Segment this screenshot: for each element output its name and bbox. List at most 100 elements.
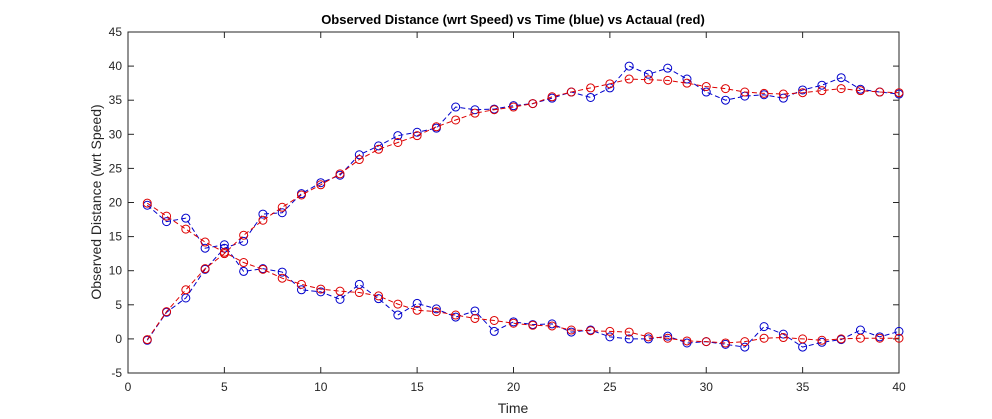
data-point [509, 318, 518, 328]
data-point [354, 288, 364, 298]
data-point [239, 236, 249, 246]
data-point [547, 321, 557, 331]
data-point [451, 115, 461, 125]
data-point [663, 75, 673, 85]
data-point [682, 74, 692, 84]
data-point [142, 198, 152, 208]
data-point [393, 299, 403, 309]
data-point [817, 86, 827, 96]
data-point [894, 326, 904, 336]
data-point [721, 84, 731, 94]
x-tick-label: 0 [125, 380, 132, 394]
data-point [354, 150, 364, 160]
data-point [162, 217, 172, 227]
data-point [605, 332, 615, 342]
data-point [624, 327, 634, 337]
data-point [566, 325, 576, 335]
data-point [335, 169, 345, 179]
data-point [181, 213, 191, 223]
data-point [296, 285, 306, 295]
data-point [817, 335, 827, 345]
x-tick-label: 35 [796, 380, 810, 394]
data-point [451, 310, 461, 320]
data-point [586, 92, 596, 102]
y-tick-label: 30 [109, 127, 123, 141]
data-point [528, 320, 538, 330]
data-point [778, 333, 788, 343]
data-point [798, 334, 808, 344]
data-point [836, 84, 846, 94]
x-tick-label: 30 [700, 380, 714, 394]
y-tick-label: 35 [109, 93, 123, 107]
data-point [296, 279, 306, 289]
data-point [855, 333, 865, 343]
y-tick-label: 10 [109, 264, 123, 278]
data-point [798, 88, 808, 98]
series-4 [142, 198, 904, 348]
data-point [374, 291, 384, 301]
data-point [412, 305, 422, 315]
data-point [586, 83, 596, 93]
data-point [855, 325, 865, 335]
data-point [431, 307, 441, 317]
chart-title: Observed Distance (wrt Speed) vs Time (b… [321, 12, 705, 27]
data-point [701, 82, 711, 92]
data-point [374, 294, 384, 304]
data-point [354, 279, 364, 289]
data-point [335, 294, 345, 304]
data-point [759, 88, 769, 98]
data-point [836, 334, 846, 344]
data-point [239, 266, 249, 276]
data-point [374, 144, 384, 154]
y-tick-label: 45 [109, 25, 123, 39]
data-point [682, 78, 692, 88]
data-point [239, 230, 249, 240]
series-layer [142, 61, 904, 352]
data-point [412, 298, 422, 308]
data-point [181, 224, 191, 234]
data-point [875, 87, 885, 97]
data-point [605, 79, 615, 89]
data-point [277, 273, 287, 283]
data-point [431, 122, 441, 132]
x-tick-label: 40 [892, 380, 906, 394]
data-point [740, 337, 750, 347]
series-line [146, 78, 900, 340]
data-point [412, 131, 422, 141]
x-tick-label: 25 [603, 380, 617, 394]
data-point [431, 304, 441, 314]
data-point [277, 202, 287, 212]
y-tick-label: 25 [109, 161, 123, 175]
data-point [393, 131, 403, 141]
x-tick-label: 10 [314, 380, 328, 394]
x-tick-label: 5 [221, 380, 228, 394]
y-tick-label: 5 [115, 298, 122, 312]
data-point [470, 108, 480, 118]
data-point [162, 307, 172, 317]
data-point [142, 335, 152, 345]
data-point [721, 338, 731, 348]
data-point [489, 326, 499, 336]
y-tick-label: 40 [109, 59, 123, 73]
series-3 [142, 200, 904, 352]
data-point [200, 264, 210, 274]
data-point [701, 87, 711, 97]
data-point [682, 336, 692, 346]
data-point [258, 209, 268, 219]
data-point [778, 89, 788, 99]
data-point [875, 333, 885, 343]
y-axis-label: Observed Distance (wrt Speed) [88, 104, 104, 299]
data-point [181, 285, 191, 295]
data-point [624, 61, 634, 71]
y-tick-label: 15 [109, 230, 123, 244]
series-2 [142, 74, 904, 345]
data-point [354, 155, 364, 165]
data-point [489, 315, 499, 325]
data-point [721, 95, 731, 105]
data-point [258, 264, 268, 274]
data-point [778, 93, 788, 103]
data-point [162, 211, 172, 221]
data-point [547, 92, 557, 102]
